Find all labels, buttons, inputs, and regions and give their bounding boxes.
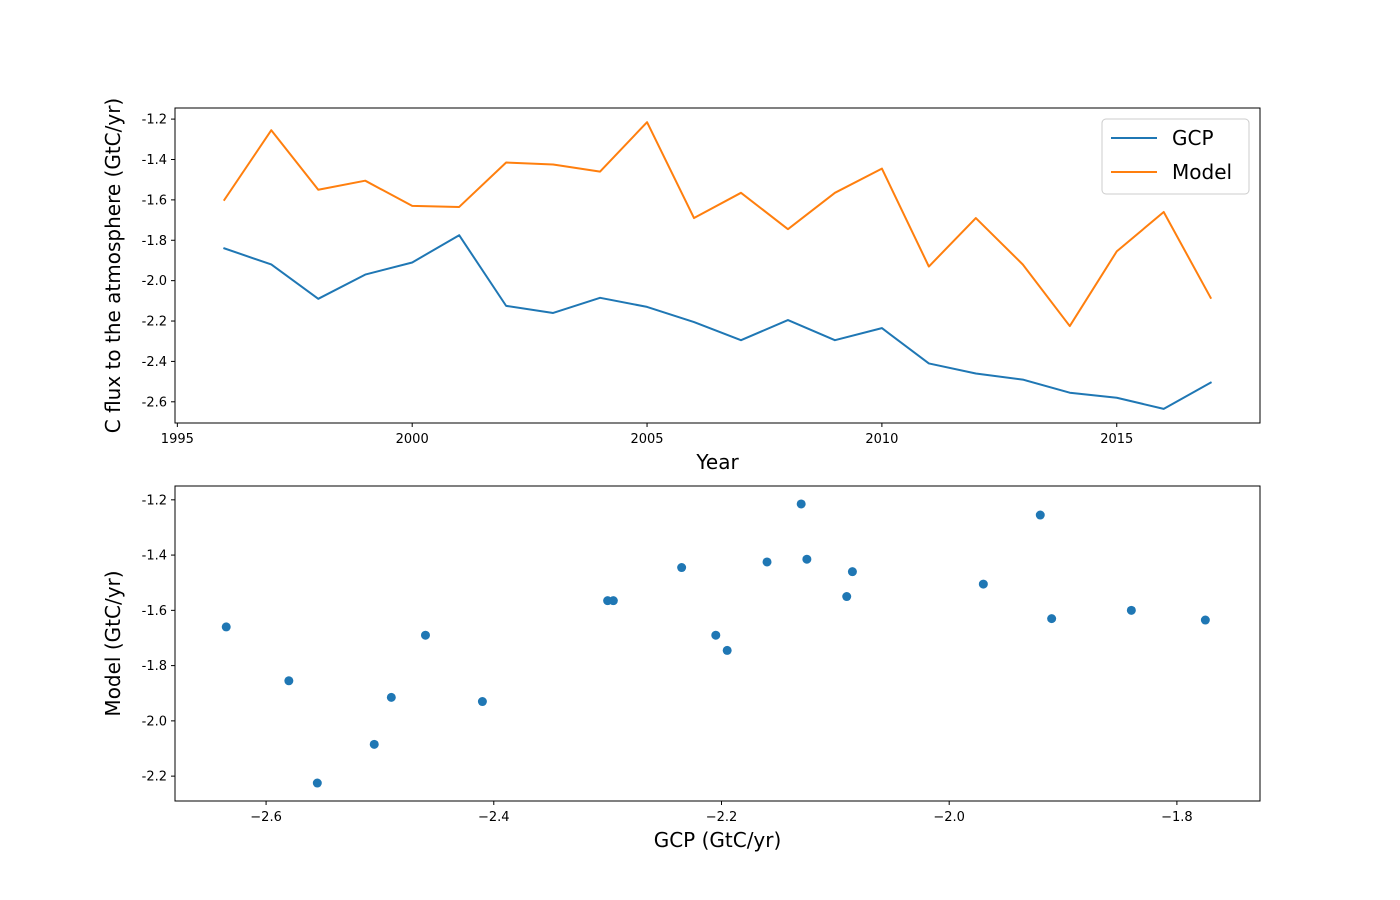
scatter-y-tick-label: -1.8 xyxy=(142,659,167,674)
timeseries-y-tick-label: -1.2 xyxy=(142,113,167,128)
timeseries-lines xyxy=(222,121,1213,410)
timeseries-y-tick-label: -2.0 xyxy=(142,274,167,289)
scatter-point xyxy=(802,554,812,564)
scatter-panel: −2.6 −2.4 −2.2 −2.0 −1.8 -2.2 -2.0 -1.8 -1.6 -1.… xyxy=(101,485,1261,852)
scatter-y-axis-label: Model (GtC/yr) xyxy=(101,570,125,716)
scatter-x-tick-label: −1.8 xyxy=(1161,810,1193,825)
timeseries-panel: 1995 2000 2005 2010 2015 -2.6 -2.4 -2.2 -2.0 -1.… xyxy=(101,98,1261,474)
scatter-x-tick-label: −2.6 xyxy=(250,810,282,825)
timeseries-y-ticks: -2.6 -2.4 -2.2 -2.0 -1.8 -1.6 -1.4 -1.2 xyxy=(142,113,175,410)
legend-gcp-label: GCP xyxy=(1172,126,1214,150)
scatter-point xyxy=(312,778,322,788)
scatter-point xyxy=(369,739,379,749)
scatter-point xyxy=(1200,615,1210,625)
scatter-x-axis-label: GCP (GtC/yr) xyxy=(654,828,782,852)
timeseries-y-tick-label: -2.4 xyxy=(142,355,167,370)
scatter-point xyxy=(796,499,806,509)
timeseries-plot-frame xyxy=(174,107,1261,424)
scatter-point xyxy=(711,630,721,640)
scatter-point xyxy=(1126,605,1136,615)
scatter-point xyxy=(847,567,857,577)
scatter-x-tick-label: −2.0 xyxy=(933,810,965,825)
scatter-y-tick-label: -2.2 xyxy=(142,770,167,785)
scatter-x-tick-label: −2.4 xyxy=(478,810,510,825)
scatter-x-ticks: −2.6 −2.4 −2.2 −2.0 −1.8 xyxy=(250,801,1193,825)
scatter-point xyxy=(1047,614,1057,624)
scatter-point xyxy=(978,579,988,589)
scatter-y-tick-label: -2.0 xyxy=(142,714,167,729)
scatter-y-ticks: -2.2 -2.0 -1.8 -1.6 -1.4 -1.2 xyxy=(142,493,175,785)
timeseries-y-axis-label: C flux to the atmosphere (GtC/yr) xyxy=(101,98,125,433)
scatter-point xyxy=(677,563,687,573)
timeseries-x-tick-label: 1995 xyxy=(161,432,194,447)
series-line-gcp xyxy=(223,234,1213,410)
scatter-point xyxy=(420,630,430,640)
timeseries-x-tick-label: 2010 xyxy=(865,432,898,447)
timeseries-x-ticks: 1995 2000 2005 2010 2015 xyxy=(161,423,1133,447)
scatter-point xyxy=(603,596,613,606)
scatter-point xyxy=(386,692,396,702)
scatter-point xyxy=(762,557,772,567)
legend-model-label: Model xyxy=(1172,160,1232,184)
legend: GCP Model xyxy=(1101,118,1250,195)
scatter-plot-frame xyxy=(174,485,1261,802)
scatter-point xyxy=(477,697,487,707)
timeseries-y-tick-label: -1.4 xyxy=(142,153,167,168)
series-line-model xyxy=(222,121,1213,328)
scatter-point xyxy=(221,622,231,632)
timeseries-y-tick-label: -2.2 xyxy=(142,315,167,330)
scatter-point xyxy=(842,592,852,602)
timeseries-y-tick-label: -2.6 xyxy=(142,395,167,410)
scatter-point xyxy=(284,676,294,686)
timeseries-x-tick-label: 2000 xyxy=(396,432,429,447)
scatter-y-tick-label: -1.6 xyxy=(142,604,167,619)
scatter-y-tick-label: -1.2 xyxy=(142,493,167,508)
scatter-y-tick-label: -1.4 xyxy=(142,549,167,564)
timeseries-x-tick-label: 2015 xyxy=(1100,432,1133,447)
scatter-point xyxy=(1035,510,1045,520)
timeseries-y-tick-label: -1.6 xyxy=(142,193,167,208)
timeseries-x-tick-label: 2005 xyxy=(630,432,663,447)
scatter-points xyxy=(221,499,1210,788)
scatter-point xyxy=(722,645,732,655)
timeseries-y-tick-label: -1.8 xyxy=(142,234,167,249)
scatter-x-tick-label: −2.2 xyxy=(706,810,738,825)
timeseries-x-axis-label: Year xyxy=(695,450,739,474)
